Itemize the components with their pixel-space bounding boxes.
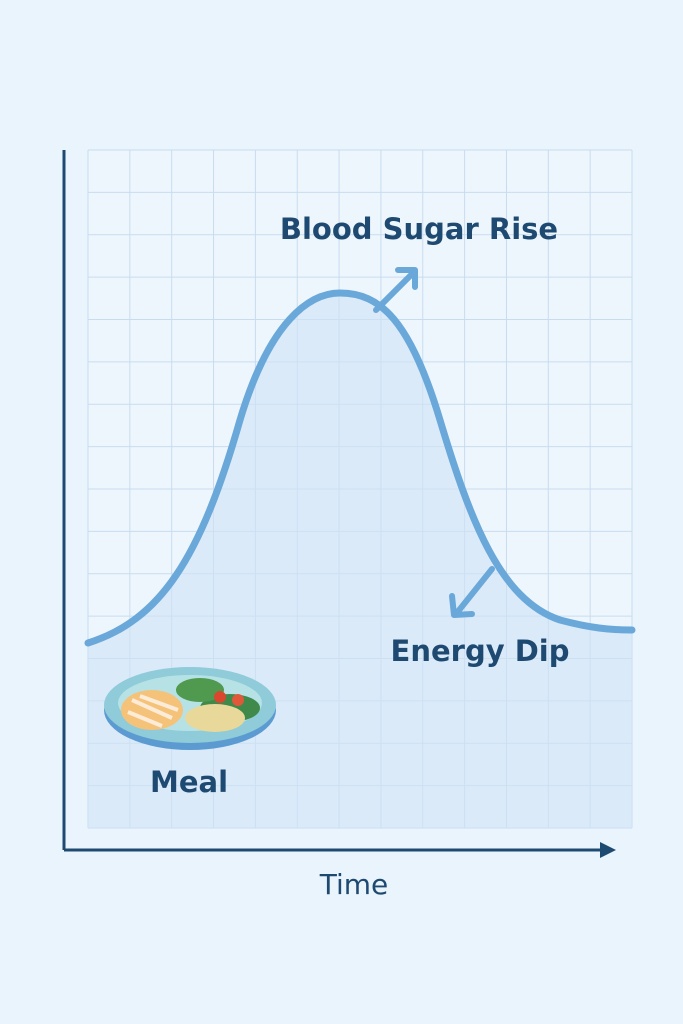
meal-label: Meal [150,765,228,799]
meal-plate [104,667,276,750]
dip-label: Energy Dip [391,634,570,668]
peak-arrow [373,267,418,313]
dip-arrow [449,566,495,618]
x-axis-label: Time [319,868,389,901]
peak-label: Blood Sugar Rise [280,212,558,246]
curve [84,289,636,647]
x-axis-arrow [600,842,616,858]
